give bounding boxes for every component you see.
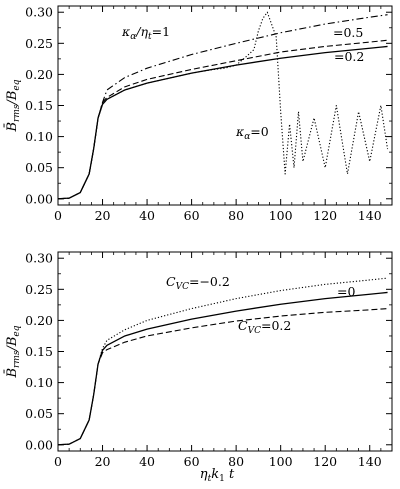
- annotation-label: =0: [337, 284, 355, 299]
- y-tick-label: 0.15: [25, 98, 53, 113]
- y-tick-label: 0.05: [25, 406, 53, 421]
- x-tick-label: 100: [269, 208, 293, 223]
- annotation-label: κα=0: [235, 124, 269, 142]
- y-tick-label: 0.30: [25, 5, 53, 20]
- x-tick-label: 140: [358, 208, 382, 223]
- series-line-solid: [57, 45, 388, 200]
- series-line-dashed: [57, 308, 388, 446]
- y-tick-label: 0.00: [25, 191, 53, 206]
- y-tick-label: 0.25: [25, 282, 53, 297]
- y-tick-label: 0.20: [25, 313, 53, 328]
- x-tick-label: 20: [95, 454, 111, 469]
- y-tick-label: 0.00: [25, 437, 53, 452]
- series-line-dashed: [57, 39, 388, 200]
- annotation-label: =0.5: [333, 25, 363, 40]
- annotation-label: CVC=0.2: [238, 318, 291, 336]
- y-axis-label: B̄rms/Beq: [4, 325, 22, 378]
- x-tick-label: 40: [139, 208, 155, 223]
- y-tick-label: 0.15: [25, 344, 53, 359]
- x-tick-label: 120: [313, 208, 337, 223]
- x-tick-label: 0: [54, 454, 62, 469]
- top-panel: 0 20 40 60 80 100 120 140 0.00 0.05 0.10 0.15 0.20 0.…: [4, 5, 393, 223]
- y-tick-label: 0.10: [25, 375, 53, 390]
- series-line-solid: [57, 291, 388, 446]
- y-tick-label: 0.05: [25, 160, 53, 175]
- x-tick-label: 100: [269, 454, 293, 469]
- x-tick-label: 60: [184, 208, 200, 223]
- y-tick-label: 0.25: [25, 36, 53, 51]
- annotation-label: CVC=−0.2: [166, 274, 230, 292]
- x-tick-label: 60: [184, 454, 200, 469]
- x-tick-label: 80: [228, 454, 244, 469]
- annotation-label: κα/ηt=1: [121, 24, 170, 42]
- series-line-dotted: [57, 277, 388, 446]
- x-tick-label: 120: [313, 454, 337, 469]
- x-tick-label: 140: [358, 454, 382, 469]
- y-tick-label: 0.10: [25, 129, 53, 144]
- y-axis-label: B̄rms/Beq: [4, 79, 22, 132]
- series-line-dotted: [57, 11, 389, 200]
- x-tick-label: 40: [139, 454, 155, 469]
- bottom-panel: 0 20 40 60 80 100 120 140 0.00 0.05 0.10 0.15 0.20 0.…: [4, 251, 393, 484]
- x-tick-label: 0: [54, 208, 62, 223]
- y-tick-label: 0.30: [25, 251, 53, 266]
- x-tick-label: 20: [95, 208, 111, 223]
- annotation-label: =0.2: [334, 49, 364, 64]
- x-axis-label: ηtk1 t: [200, 467, 235, 484]
- x-tick-label: 80: [228, 208, 244, 223]
- series-line-dash-dot: [57, 14, 388, 200]
- y-tick-label: 0.20: [25, 67, 53, 82]
